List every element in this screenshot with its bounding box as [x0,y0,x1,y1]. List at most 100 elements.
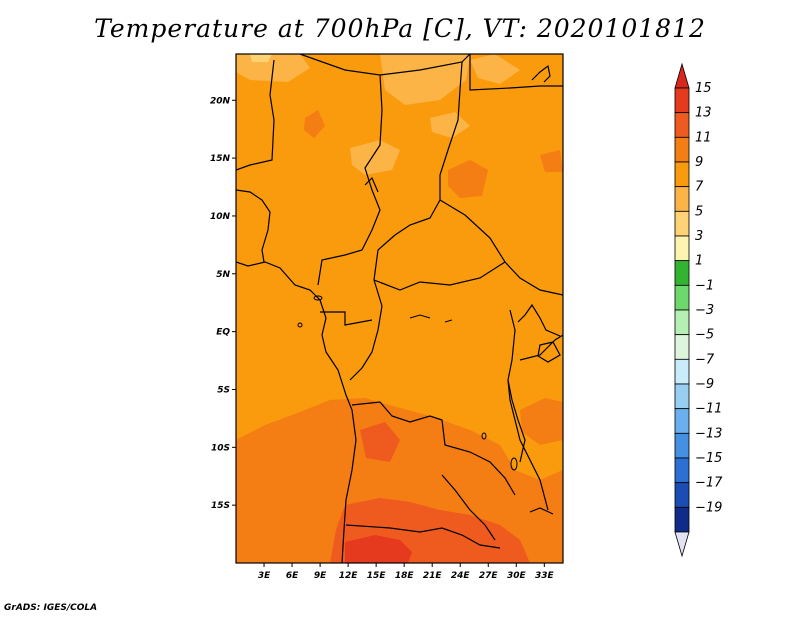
field-15-plus [345,535,412,563]
colorbar-label: 13 [695,106,712,121]
colorbar-label: −7 [695,352,715,367]
border-zambia [441,474,496,541]
colorbar-swatch [674,210,690,237]
colorbar-label: 1 [695,254,703,269]
field-7-9-north [380,54,470,105]
colorbar-label: 7 [695,180,704,195]
colorbar-label: −11 [695,402,722,417]
colorbar-label: −1 [695,278,714,293]
lon-tick-label: 24E [451,571,471,581]
lat-tick-label: EQ [216,328,230,338]
malawi-border [529,507,554,515]
lon-tick-label: 3E [258,571,271,581]
lake-tanganyika [507,379,526,463]
colorbar-label: 3 [695,229,703,244]
map-title: Temperature at 700hPa [C], VT: 202010181… [94,14,706,43]
field-11-13-east-south [520,398,563,445]
field-7-9-chad [350,140,400,175]
colorbar-swatch [674,235,690,262]
colorbar-swatch [674,309,690,336]
lon-tick-label: 27E [479,571,499,581]
lake-victoria-shore [537,341,561,363]
lon-tick-label: 9E [314,571,327,581]
colorbar-label: −13 [695,426,722,441]
border-egypt-sudan [469,54,563,91]
island-bioko [297,322,303,328]
colorbar-swatch [674,482,690,508]
lat-tick-label: 10N [210,212,231,222]
colorbar-swatch [674,457,690,484]
lon-tick-label: 30E [507,571,527,581]
colorbar-swatch [674,161,690,188]
colorbar-swatch [674,284,690,311]
lake-victoria [517,303,561,337]
lat-tick-label: 5N [216,270,230,280]
river-segment-2 [444,319,453,323]
colorbar-swatch [674,432,690,459]
colorbar-label: 11 [695,130,712,145]
lon-tick-label: 15E [367,571,387,581]
colorbar-swatch [674,186,690,212]
border-gabon [320,311,373,326]
westafrica-borders [236,189,271,263]
colorbar-swatch [674,358,690,385]
river-segment-1 [409,314,431,319]
lon-tick-label: 12E [339,571,359,581]
lake-small-1 [313,295,323,301]
temperature-field [236,54,563,563]
lake-small-2 [481,432,487,440]
colorbar-swatch [674,334,690,360]
field-13-15-angola [360,422,400,462]
border-libya-chad [379,54,471,76]
atlantic-coastline [236,261,357,563]
colorbar-label: 5 [695,204,703,219]
border-mali-niger [236,59,275,171]
colorbar-label: −19 [695,500,722,515]
colorbar-swatch [674,506,690,533]
latitude-axis: 20N 15N 10N 5N EQ 5S 10S 15S [210,96,236,511]
field-7-9-ne [470,54,520,84]
border-angola-drc [351,401,516,496]
field-11-13-niger [304,110,325,138]
colorbar-label: −17 [695,476,723,491]
colorbar-swatch [674,260,690,286]
coastlines-borders [236,54,563,563]
colorbar-swatch [674,87,690,114]
colorbar-label: 15 [695,81,712,96]
colorbar-label: −15 [695,451,722,466]
lat-tick-label: 5S [217,385,230,395]
field-11-13-sudan [448,160,488,198]
border-chad-sudan [373,61,463,307]
colorbar-label: 9 [695,155,703,170]
lon-tick-label: 33E [535,571,555,581]
colorbar-label: −5 [695,328,714,343]
lakes [297,295,518,471]
lat-tick-label: 20N [210,96,231,106]
border-congo [349,305,383,381]
lake-mweru [510,457,518,471]
colorbar-label: −3 [695,303,714,318]
field-5-7-nw [250,54,272,62]
field-11-13-east [540,150,563,172]
map-frame [235,53,564,564]
colorbar-swatch [674,112,690,138]
lon-tick-label: 21E [423,571,443,581]
border-car-drc [373,261,506,291]
field-7-9-sudan [430,112,470,138]
colorbar-swatch [674,408,690,434]
lat-tick-label: 15S [211,501,230,511]
border-uganda-kenya [519,334,563,361]
colorbar-swatch [674,383,690,410]
colorbar-bottom-arrow [674,531,690,558]
longitude-axis: 3E 6E 9E 12E 15E 18E 21E 24E 27E 30E 33E [258,563,555,581]
colorbar-label: −9 [695,377,714,392]
lon-tick-label: 18E [395,571,415,581]
lat-tick-label: 10S [211,443,230,453]
border-great-lakes [507,309,549,511]
ne-coast [531,64,551,83]
lake-chad [364,176,379,193]
colorbar-top-arrow [674,62,690,89]
colorbar: 15 13 11 9 7 5 3 1 −1 −3 −5 −7 −9 −11 −13 −15 −17 −19 [674,62,723,558]
grads-credit: GrADS: IGES/COLA [4,603,98,613]
